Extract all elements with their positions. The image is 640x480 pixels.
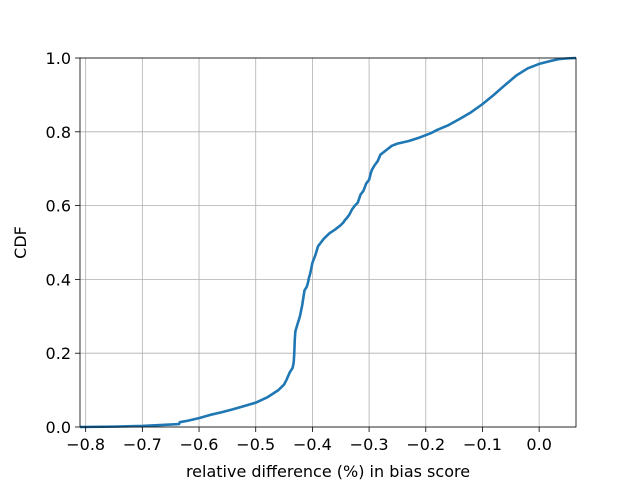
- x-tick-label: −0.6: [180, 435, 219, 454]
- x-tick-label: −0.7: [123, 435, 162, 454]
- y-tick-label: 0.6: [46, 197, 71, 216]
- axes-frame: [79, 57, 577, 428]
- x-axis-label: relative difference (%) in bias score: [186, 462, 470, 480]
- y-tick-label: 0.0: [46, 418, 71, 437]
- x-tick-label: −0.3: [350, 435, 389, 454]
- plot-area: [79, 56, 577, 429]
- x-axis: −0.8 −0.7 −0.6 −0.5 −0.4 −0.3 −0.2 −0.1 0.0: [66, 427, 552, 454]
- y-tick-label: 1.0: [46, 49, 71, 68]
- y-tick-label: 0.8: [46, 123, 71, 142]
- cdf-series-line: [79, 56, 577, 429]
- y-axis: 0.0 0.2 0.4 0.6 0.8 1.0: [46, 49, 80, 437]
- x-tick-label: −0.8: [66, 435, 105, 454]
- y-tick-label: 0.2: [46, 344, 71, 363]
- grid: [80, 57, 576, 428]
- x-tick-label: −0.5: [236, 435, 275, 454]
- y-axis-label: CDF: [11, 226, 30, 259]
- x-tick-label: 0.0: [526, 435, 551, 454]
- x-tick-label: −0.2: [406, 435, 445, 454]
- x-tick-label: −0.1: [463, 435, 502, 454]
- x-tick-label: −0.4: [293, 435, 332, 454]
- y-tick-label: 0.4: [46, 270, 71, 289]
